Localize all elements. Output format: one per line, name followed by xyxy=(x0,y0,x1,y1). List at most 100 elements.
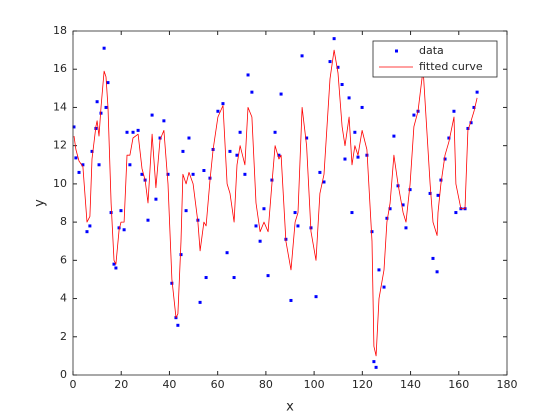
data-point xyxy=(112,262,116,266)
data-point xyxy=(318,170,322,174)
data-point xyxy=(104,105,108,109)
data-point xyxy=(136,128,140,132)
data-point xyxy=(131,130,135,134)
x-tick-label: 180 xyxy=(497,378,518,391)
x-tick-label: 100 xyxy=(304,378,325,391)
data-point xyxy=(85,230,89,234)
data-point xyxy=(90,149,94,153)
data-point xyxy=(353,130,357,134)
fitted-curve xyxy=(73,49,478,357)
x-tick-label: 60 xyxy=(211,378,225,391)
data-point xyxy=(374,365,378,369)
data-point xyxy=(122,228,126,232)
y-tick-label: 16 xyxy=(53,62,67,75)
data-point xyxy=(162,119,166,123)
data-point xyxy=(332,37,336,41)
data-point xyxy=(439,178,443,182)
data-point xyxy=(356,155,360,159)
data-point xyxy=(262,207,266,211)
data-point xyxy=(187,136,191,140)
data-point xyxy=(232,276,236,280)
y-axis-label: y xyxy=(33,199,48,207)
data-point xyxy=(176,323,180,327)
data-point xyxy=(296,224,300,228)
data-point xyxy=(392,134,396,138)
x-tick-label: 20 xyxy=(114,378,128,391)
data-point xyxy=(382,285,386,289)
data-point xyxy=(125,130,129,134)
data-point xyxy=(77,170,81,174)
legend-label: fitted curve xyxy=(419,60,483,73)
y-tick-label: 8 xyxy=(60,215,67,228)
data-point xyxy=(443,157,447,161)
data-point xyxy=(170,281,174,285)
y-tick-label: 0 xyxy=(60,368,67,381)
x-tick-label: 120 xyxy=(352,378,373,391)
data-point xyxy=(435,270,439,274)
data-point xyxy=(277,153,281,157)
data-point xyxy=(266,274,270,278)
data-point xyxy=(88,224,92,228)
data-point xyxy=(216,109,220,113)
data-point xyxy=(204,276,208,280)
data-point xyxy=(412,113,416,117)
data-point xyxy=(431,256,435,260)
data-point xyxy=(293,211,297,215)
y-tick-label: 14 xyxy=(53,100,67,113)
data-point xyxy=(300,54,304,58)
data-point xyxy=(198,300,202,304)
data-point xyxy=(243,172,247,176)
data-point xyxy=(179,253,183,257)
data-point xyxy=(81,163,85,167)
data-point xyxy=(436,193,440,197)
data-point xyxy=(258,239,262,243)
y-tick-label: 10 xyxy=(53,177,67,190)
legend-marker xyxy=(395,49,398,53)
data-point xyxy=(466,126,470,130)
data-point xyxy=(150,113,154,117)
x-tick-label: 160 xyxy=(448,378,469,391)
plot-area xyxy=(73,31,507,375)
data-point xyxy=(428,191,432,195)
data-point xyxy=(246,73,250,77)
data-point xyxy=(388,207,392,211)
data-point xyxy=(119,209,123,213)
x-axis-label: x xyxy=(286,400,294,415)
data-point xyxy=(385,216,389,220)
data-point xyxy=(102,46,106,50)
data-point xyxy=(370,230,374,234)
data-point xyxy=(184,209,188,213)
data-point xyxy=(228,149,232,153)
data-point xyxy=(74,156,78,160)
data-point xyxy=(305,136,309,140)
data-point xyxy=(95,100,99,104)
data-point xyxy=(469,121,473,125)
data-point xyxy=(221,102,225,106)
data-point xyxy=(109,211,113,215)
y-tick-label: 6 xyxy=(60,253,67,266)
y-tick-label: 2 xyxy=(60,330,67,343)
legend-box xyxy=(372,40,498,78)
data-point xyxy=(279,92,283,96)
data-point xyxy=(140,172,144,176)
x-tick-label: 140 xyxy=(400,378,421,391)
data-point xyxy=(322,180,326,184)
data-point xyxy=(328,60,332,64)
data-point xyxy=(336,65,340,69)
y-tick-label: 12 xyxy=(53,139,67,152)
x-tick-label: 0 xyxy=(70,378,77,391)
data-point xyxy=(454,211,458,215)
data-point xyxy=(254,224,258,228)
data-point xyxy=(181,149,185,153)
data-point xyxy=(408,188,412,192)
data-point xyxy=(158,136,162,140)
y-tick-label: 18 xyxy=(53,24,67,37)
data-point xyxy=(117,226,121,230)
legend-label: data xyxy=(419,44,444,57)
data-point xyxy=(447,136,451,140)
data-point xyxy=(225,251,229,255)
data-point xyxy=(235,153,239,157)
x-tick-label: 80 xyxy=(259,378,273,391)
data-point xyxy=(128,163,132,167)
